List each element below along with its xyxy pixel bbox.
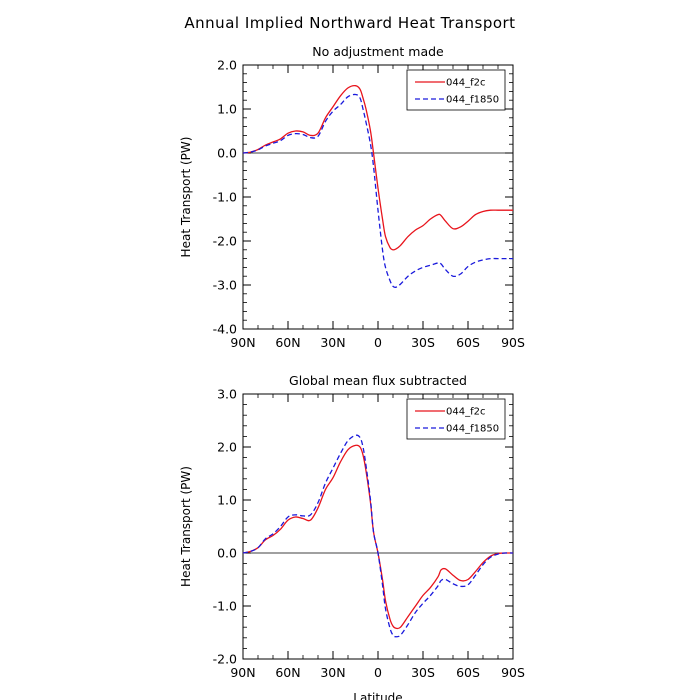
legend: 044_f2c 044_f1850 xyxy=(406,398,506,440)
x-tick-label: 60N xyxy=(275,335,300,350)
x-tick-label: 0 xyxy=(374,335,382,350)
legend-label: 044_f2c xyxy=(446,78,485,89)
y-tick-label: 1.0 xyxy=(217,102,237,117)
main-title: Annual Implied Northward Heat Transport xyxy=(184,14,515,32)
x-tick-label: 30S xyxy=(411,335,435,350)
panels: No adjustment made 90N 60N 30N 0 30S 60S 90S -4.… xyxy=(179,44,525,700)
y-tick-label: 2.0 xyxy=(217,440,237,455)
y-tick-label: -4.0 xyxy=(213,322,237,337)
y-tick-label: -2.0 xyxy=(213,652,237,667)
x-tick-label: 30N xyxy=(320,665,345,680)
panel-title: Global mean flux subtracted xyxy=(289,373,467,388)
panel-1: No adjustment made 90N 60N 30N 0 30S 60S 90S -4.… xyxy=(179,44,525,350)
legend-box xyxy=(406,398,506,440)
x-axis-label: Latitude xyxy=(353,691,402,700)
y-tick-label: 0.0 xyxy=(217,546,237,561)
series-line-044_f2c xyxy=(242,84,513,251)
legend-label: 044_f2c xyxy=(446,407,485,418)
series-line-044_f2c xyxy=(242,444,514,630)
panel-title: No adjustment made xyxy=(312,44,444,59)
x-tick-label: 60N xyxy=(275,665,300,680)
y-axis-label: Heat Transport (PW) xyxy=(179,466,193,587)
x-tick-label: 30N xyxy=(320,335,345,350)
y-tick-label: 1.0 xyxy=(217,493,237,508)
legend: 044_f2c 044_f1850 xyxy=(406,69,506,111)
legend-label: 044_f1850 xyxy=(446,95,499,106)
legend-label: 044_f1850 xyxy=(446,424,499,435)
panel-2: Global mean flux subtracted 90N 60N 30N 0 30S… xyxy=(179,373,525,700)
y-tick-label: 2.0 xyxy=(217,58,237,73)
y-tick-label: -1.0 xyxy=(213,599,237,614)
y-tick-label: -3.0 xyxy=(213,278,237,293)
x-tick-label: 90N xyxy=(230,665,255,680)
x-tick-label: 0 xyxy=(374,665,382,680)
y-tick-label: -2.0 xyxy=(213,234,237,249)
series-line-044_f1850 xyxy=(242,434,514,638)
x-tick-label: 60S xyxy=(456,665,480,680)
y-tick-label: -1.0 xyxy=(213,190,237,205)
y-axis-label: Heat Transport (PW) xyxy=(179,137,193,258)
x-tick-label: 90S xyxy=(501,335,525,350)
legend-box xyxy=(406,69,506,111)
x-tick-label: 30S xyxy=(411,665,435,680)
y-tick-label: 3.0 xyxy=(217,387,237,402)
x-tick-label: 90N xyxy=(230,335,255,350)
x-tick-label: 90S xyxy=(501,665,525,680)
x-tick-label: 60S xyxy=(456,335,480,350)
series-line-044_f1850 xyxy=(242,93,513,289)
y-tick-label: 0.0 xyxy=(217,146,237,161)
